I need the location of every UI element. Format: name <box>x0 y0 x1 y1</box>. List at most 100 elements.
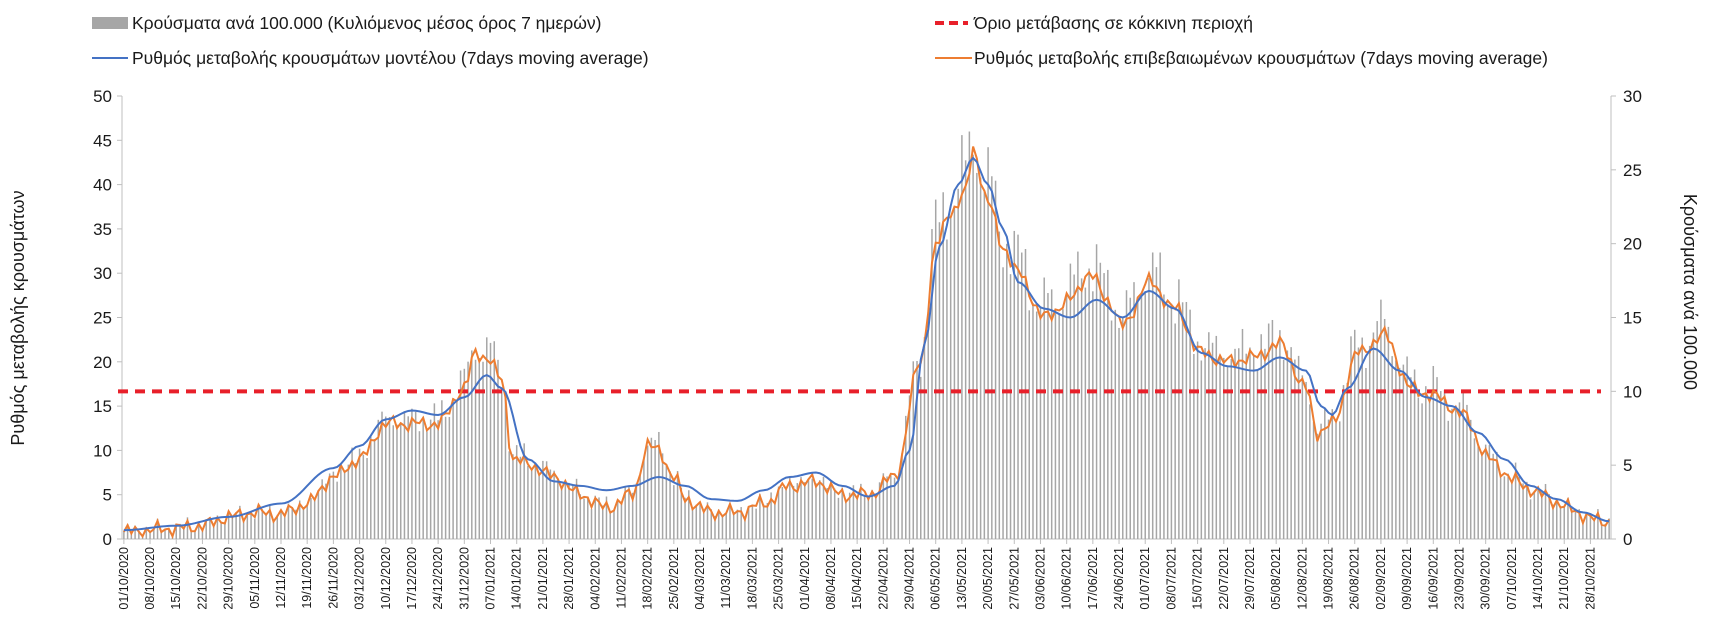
x-tick-label: 01/07/2021 <box>1138 547 1152 610</box>
case-bar <box>568 482 570 539</box>
case-bar <box>246 513 249 539</box>
x-tick-label: 23/09/2021 <box>1452 547 1466 610</box>
case-bar <box>123 531 125 539</box>
case-bar <box>1077 251 1079 539</box>
case-bar <box>998 231 1001 539</box>
case-bar <box>1428 398 1431 539</box>
case-bar <box>994 180 997 539</box>
case-bar <box>845 500 847 539</box>
case-bar <box>549 469 552 539</box>
case-bar <box>298 500 301 539</box>
case-bar <box>168 528 170 539</box>
case-bar <box>1477 445 1479 539</box>
case-bar <box>1252 355 1255 539</box>
x-tick-label: 15/10/2020 <box>169 547 183 610</box>
case-bar <box>538 475 540 539</box>
case-bar <box>714 516 716 539</box>
case-bar <box>325 483 327 539</box>
x-tick-label: 21/01/2021 <box>536 547 550 610</box>
case-bar <box>1331 409 1334 539</box>
case-bar <box>182 527 185 539</box>
case-bar <box>848 492 851 539</box>
case-bar <box>497 359 499 539</box>
case-bar <box>489 342 492 539</box>
case-bar <box>239 505 241 539</box>
case-bar <box>1499 477 1502 539</box>
x-tick-label: 29/10/2020 <box>222 547 236 610</box>
case-bar <box>254 518 256 539</box>
case-bar <box>1017 234 1019 540</box>
y-axis-right-title: Κρούσματα ανά 100.000 <box>1680 194 1700 390</box>
case-bar <box>620 504 623 539</box>
case-bar <box>572 485 574 539</box>
case-bar <box>269 504 271 539</box>
case-bar <box>1526 481 1528 539</box>
case-bar <box>1241 328 1244 539</box>
case-bar <box>362 454 365 539</box>
case-bar <box>886 476 888 539</box>
x-tick-label: 10/12/2020 <box>379 547 393 610</box>
case-bar <box>1324 408 1326 539</box>
case-bar <box>852 485 855 539</box>
case-bar <box>1552 504 1554 539</box>
case-bar <box>856 496 858 539</box>
case-bar <box>792 485 795 539</box>
case-bar <box>964 160 967 540</box>
case-bar <box>1267 323 1270 539</box>
case-bar <box>1503 476 1506 539</box>
case-bar <box>837 497 840 539</box>
case-bar <box>370 436 372 539</box>
case-bar <box>1436 377 1438 539</box>
x-tick-label: 14/01/2021 <box>510 547 524 610</box>
case-bar <box>1481 453 1483 539</box>
legend-threshold-label: Όριο μετάβασης σε κόκκινη περιοχή <box>973 13 1253 33</box>
x-tick-label: 28/01/2021 <box>562 547 576 610</box>
case-bar <box>1035 311 1038 539</box>
case-bar <box>1488 445 1491 539</box>
case-bar <box>433 403 436 539</box>
case-bar <box>1084 287 1087 539</box>
case-bar <box>1357 347 1360 539</box>
case-bar <box>643 458 645 539</box>
case-bar <box>272 520 275 539</box>
case-bar <box>1159 252 1161 539</box>
x-tick-label: 11/02/2021 <box>614 547 628 609</box>
case-bar <box>291 507 293 539</box>
case-bar <box>1226 366 1229 539</box>
legend-model-label: Ρυθμός μεταβολής κρουσμάτων μοντέλου (7d… <box>132 48 649 68</box>
case-bar <box>609 512 611 539</box>
case-bar <box>227 513 230 539</box>
x-tick-label: 25/03/2021 <box>772 547 786 610</box>
case-bar <box>1410 377 1412 539</box>
case-bar <box>1099 262 1102 539</box>
y-left-tick-label: 25 <box>93 309 112 328</box>
case-bar <box>635 483 638 539</box>
case-bar <box>860 483 862 539</box>
case-bar <box>1466 404 1468 539</box>
case-bar <box>605 496 608 539</box>
case-bar <box>875 494 877 539</box>
case-bar <box>456 400 458 539</box>
case-bar <box>953 205 956 539</box>
case-bar <box>1462 389 1464 539</box>
case-bar <box>504 395 507 539</box>
case-bar <box>1219 354 1221 539</box>
y-right-tick-label: 10 <box>1623 382 1642 401</box>
case-bar <box>209 517 211 539</box>
case-bar <box>830 480 832 539</box>
case-bar <box>347 464 350 539</box>
case-bar <box>471 350 473 539</box>
y-left-tick-label: 45 <box>93 131 112 150</box>
case-bar <box>1170 303 1173 539</box>
case-bar <box>519 456 522 539</box>
case-bar <box>949 216 952 539</box>
case-bar <box>351 447 353 539</box>
x-tick-label: 08/04/2021 <box>824 547 838 610</box>
case-bar <box>972 154 974 540</box>
case-bar <box>923 337 926 539</box>
case-bar <box>1110 320 1113 539</box>
x-tick-label: 04/02/2021 <box>588 547 602 610</box>
case-bar <box>530 470 533 539</box>
case-bar <box>302 507 305 539</box>
